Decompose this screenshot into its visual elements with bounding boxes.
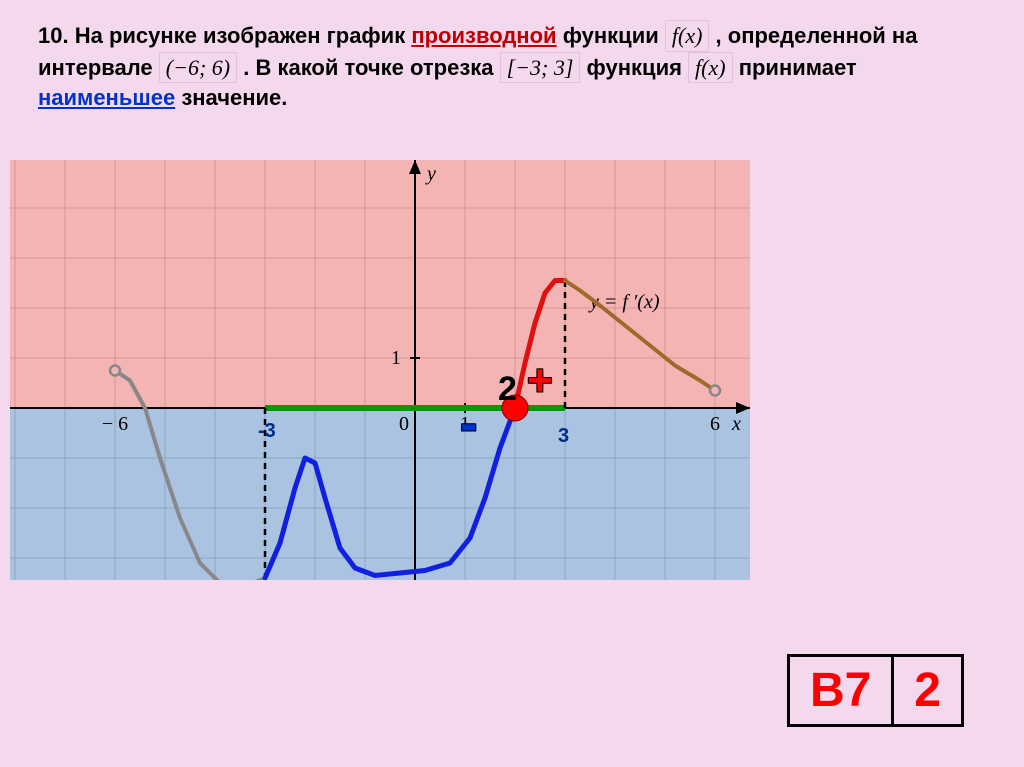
interval-2: [−3; 3]	[500, 52, 581, 84]
svg-text:− 6: − 6	[102, 413, 128, 435]
label-pos3: 3	[558, 425, 569, 448]
problem-text: 10. На рисунке изображен график производ…	[38, 20, 986, 113]
svg-text:1: 1	[391, 347, 401, 369]
answer-value: 2	[893, 656, 963, 726]
word-derivative: производной	[411, 23, 556, 48]
label-neg3: -3	[258, 420, 276, 443]
word-smallest: наименьшее	[38, 85, 175, 110]
problem-number: 10.	[38, 23, 69, 48]
plus-sign: +	[527, 356, 553, 406]
svg-text:6: 6	[710, 413, 720, 435]
fx-expr-2: f(x)	[688, 52, 733, 84]
label-two: 2	[498, 370, 517, 409]
svg-text:y: y	[425, 163, 436, 185]
answer-label: В7	[788, 656, 892, 726]
answer-table: В7 2	[787, 654, 964, 727]
minus-sign: -	[460, 394, 477, 454]
derivative-chart: yx011− 66y = f ′(x) -3 3 2 + -	[10, 160, 750, 580]
svg-text:x: x	[731, 413, 741, 435]
fx-expr-1: f(x)	[665, 20, 710, 52]
interval-1: (−6; 6)	[159, 52, 237, 84]
svg-text:y = f ′(x): y = f ′(x)	[588, 291, 660, 313]
svg-text:0: 0	[399, 413, 409, 435]
